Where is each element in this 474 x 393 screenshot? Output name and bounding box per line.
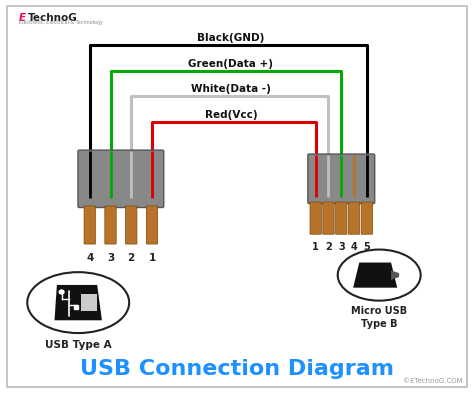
Text: Micro USB
Type B: Micro USB Type B [351,306,407,329]
Text: Electronic, Electrical & Technology: Electronic, Electrical & Technology [19,20,103,26]
FancyBboxPatch shape [126,206,137,244]
Text: USB Connection Diagram: USB Connection Diagram [80,360,394,379]
Bar [74,305,78,309]
FancyBboxPatch shape [308,154,374,204]
Circle shape [59,290,64,294]
Text: 4: 4 [86,253,93,263]
Text: 5: 5 [364,242,370,252]
FancyBboxPatch shape [310,202,321,234]
Polygon shape [391,270,399,280]
Text: ©ETechnoG.COM: ©ETechnoG.COM [402,378,462,384]
Text: 4: 4 [351,242,357,252]
FancyBboxPatch shape [348,202,360,234]
Text: 2: 2 [325,242,332,252]
Ellipse shape [337,250,421,301]
Polygon shape [353,263,397,288]
FancyBboxPatch shape [105,206,116,244]
FancyBboxPatch shape [323,202,334,234]
Text: Green(Data +): Green(Data +) [188,59,273,69]
Text: Black(GND): Black(GND) [197,33,264,43]
FancyBboxPatch shape [146,206,158,244]
Text: 3: 3 [107,253,114,263]
FancyBboxPatch shape [84,206,95,244]
Text: White(Data -): White(Data -) [191,84,271,94]
Text: 1: 1 [148,253,155,263]
Text: 3: 3 [338,242,345,252]
Text: 2: 2 [128,253,135,263]
Text: Red(Vcc): Red(Vcc) [204,110,257,120]
Text: E: E [19,13,26,22]
FancyBboxPatch shape [78,150,164,208]
Bar [81,294,97,311]
FancyBboxPatch shape [336,202,347,234]
Text: USB Type A: USB Type A [45,340,111,350]
FancyBboxPatch shape [7,6,467,387]
Ellipse shape [27,272,129,333]
Polygon shape [55,285,102,320]
Text: TechnoG: TechnoG [27,13,77,22]
FancyBboxPatch shape [361,202,373,234]
Text: 1: 1 [312,242,319,252]
